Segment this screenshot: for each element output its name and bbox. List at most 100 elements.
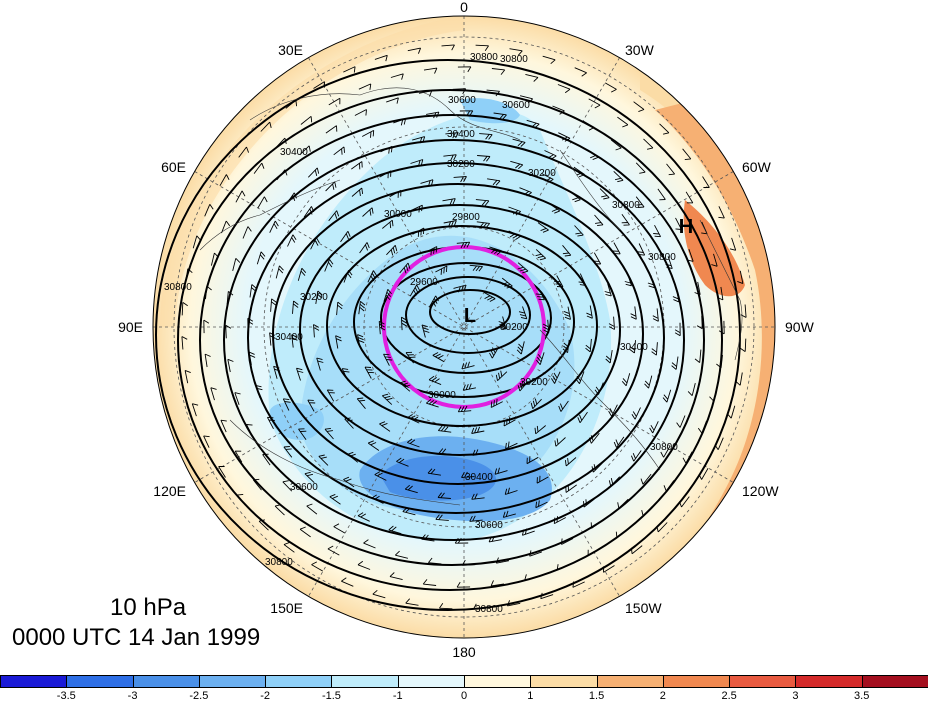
- wind-barb: [624, 273, 632, 287]
- wind-barb: [542, 319, 550, 334]
- wind-barb: [630, 306, 637, 320]
- wind-barb: [311, 561, 324, 572]
- wind-barb: [461, 559, 476, 566]
- wind-barb: [435, 514, 449, 521]
- wind-barb: [479, 133, 493, 140]
- wind-barb: [282, 480, 293, 492]
- wind-barb: [310, 237, 320, 250]
- wind-barb: [587, 548, 600, 557]
- wind-barb: [558, 400, 569, 412]
- wind-barb: [469, 264, 483, 272]
- wind-barb: [374, 471, 387, 481]
- wind-barb: [378, 320, 386, 335]
- wind-barb: [630, 450, 642, 462]
- wind-barb: [372, 589, 386, 599]
- coastlines: [199, 87, 743, 506]
- contour-label: 30400: [620, 342, 648, 353]
- wind-barb: [647, 275, 655, 289]
- wind-barb: [336, 301, 343, 316]
- wind-barb: [393, 118, 407, 126]
- wind-barb: [735, 372, 743, 386]
- contour-label: 30200: [528, 168, 556, 179]
- wind-barb: [717, 286, 724, 301]
- contour-label: 30800: [164, 282, 192, 293]
- wind-barb: [521, 528, 535, 536]
- wind-barb: [341, 577, 354, 587]
- contour-label: 30200: [520, 377, 548, 388]
- wind-barb: [563, 306, 571, 320]
- wind-barb: [389, 572, 403, 581]
- wind-barb: [562, 245, 572, 257]
- wind-barb: [325, 181, 337, 192]
- wind-barb: [204, 353, 211, 368]
- wind-barb: [503, 417, 516, 427]
- wind-barb: [488, 535, 502, 543]
- wind-barb: [445, 132, 459, 139]
- wind-barb: [509, 48, 523, 56]
- wind-barb: [604, 82, 617, 93]
- colorbar-swatch: [265, 675, 333, 688]
- wind-barb: [682, 451, 693, 464]
- wind-barb: [726, 405, 736, 419]
- wind-barb: [313, 324, 320, 338]
- wind-barb: [298, 428, 307, 440]
- wind-barb: [608, 316, 615, 330]
- contour-label: 30400: [280, 147, 308, 158]
- wind-barb: [226, 291, 234, 305]
- wind-barb: [362, 207, 374, 217]
- wind-barb: [573, 166, 585, 178]
- wind-barb: [577, 411, 588, 424]
- wind-barb: [512, 138, 526, 147]
- wind-barb: [255, 384, 263, 398]
- colorbar-tick-label: 3.5: [854, 690, 870, 702]
- wind-barb: [303, 206, 315, 218]
- wind-barb: [682, 148, 692, 161]
- wind-barb: [204, 204, 214, 217]
- wind-barb: [471, 426, 485, 434]
- wind-barb: [525, 73, 539, 82]
- wind-barb: [604, 283, 612, 297]
- wind-barb: [461, 361, 475, 370]
- wind-barb: [534, 425, 546, 435]
- wind-barb: [578, 273, 587, 286]
- contour-label: 30400: [465, 472, 493, 483]
- wind-barb: [501, 277, 513, 289]
- wind-barb: [344, 417, 354, 429]
- wind-barb: [475, 44, 489, 51]
- wind-barb: [558, 132, 571, 142]
- wind-barb: [490, 580, 505, 587]
- wind-barb: [541, 173, 554, 183]
- wind-barb: [291, 334, 298, 348]
- wind-barb: [191, 403, 199, 417]
- wind-barb: [588, 432, 600, 444]
- wind-barb: [473, 603, 487, 610]
- map-boundary: [152, 15, 776, 639]
- colorbar-swatch: [729, 675, 797, 688]
- wind-barb: [456, 241, 471, 249]
- wind-barb: [307, 167, 320, 178]
- wind-barb: [633, 101, 645, 113]
- wind-barb: [184, 369, 191, 384]
- wind-barb: [653, 224, 661, 238]
- wind-barb: [674, 322, 681, 337]
- lon-label-150w: 150W: [625, 600, 662, 616]
- wind-barb: [258, 519, 269, 531]
- wind-barb: [613, 170, 624, 183]
- contour-label: 30800: [470, 52, 498, 63]
- colorbar-swatch: [662, 675, 731, 688]
- wind-barb: [428, 295, 439, 308]
- wind-barb: [247, 317, 254, 332]
- wind-barb: [257, 196, 268, 209]
- colorbar-swatch: [397, 675, 465, 688]
- wind-barbs: [181, 44, 747, 610]
- wind-barb: [702, 176, 710, 188]
- wind-barb: [536, 475, 549, 484]
- colorbar-swatch: [66, 675, 134, 688]
- wind-barb: [540, 592, 554, 600]
- colorbar-swatch: [530, 675, 598, 688]
- wind-barb: [643, 138, 654, 150]
- colorbar-tick-label: 1: [527, 690, 534, 702]
- wind-barb: [554, 437, 566, 447]
- wind-barb: [590, 520, 603, 529]
- contour-label: 30600: [448, 95, 476, 106]
